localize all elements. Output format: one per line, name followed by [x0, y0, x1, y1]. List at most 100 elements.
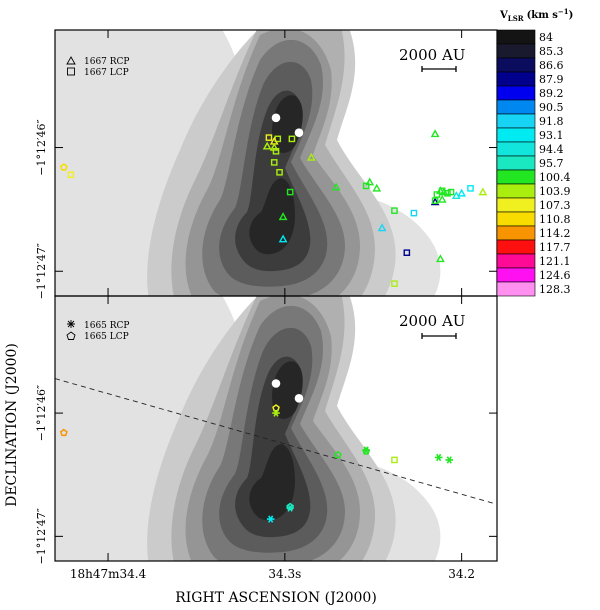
colorbar-swatch-3	[496, 57, 536, 73]
maser-spot-bottom-11	[286, 504, 294, 512]
colorbar-label-11: 100.4	[539, 171, 571, 184]
maser-spot-top-6	[272, 147, 280, 155]
colorbar-label-7: 91.8	[539, 115, 564, 128]
continuum-peak-bottom-1	[271, 379, 281, 388]
legend-lcp-square-icon	[67, 67, 75, 76]
maser-spot-top-29	[433, 191, 441, 198]
maser-spot-top-20	[391, 207, 398, 214]
colorbar-swatch-14	[496, 211, 536, 227]
colorbar-swatch-19	[496, 281, 536, 297]
maser-spot-bottom-3	[59, 428, 68, 437]
maser-spot-top-12	[278, 212, 288, 221]
maser-spot-top-2	[286, 188, 294, 196]
maser-spot-top-8	[276, 168, 283, 176]
maser-spot-top-15	[67, 171, 75, 179]
maser-spot-bottom-2	[272, 409, 280, 417]
colorbar-label-19: 128.3	[539, 283, 571, 296]
colorbar-label-13: 107.3	[539, 199, 571, 212]
colorbar-label-16: 117.7	[539, 241, 571, 254]
colorbar-label-4: 87.9	[539, 73, 564, 86]
bottom-scale-label: 2000 AU	[399, 312, 465, 330]
maser-spot-top-7	[270, 159, 278, 166]
y-tick-label-bottom-1: −1°12′46″	[35, 385, 48, 441]
colorbar-label-15: 114.2	[539, 227, 571, 240]
colorbar-swatch-17	[496, 253, 536, 269]
colorbar-swatch-15	[496, 225, 536, 241]
maser-spot-bottom-6	[362, 446, 370, 454]
colorbar-swatch-5	[496, 85, 536, 101]
colorbar-swatch-9	[496, 141, 536, 157]
maser-spot-top-23	[403, 249, 411, 256]
colorbar-swatch-12	[496, 183, 536, 199]
top-scale-bar: 2000 AU	[399, 46, 465, 72]
maser-spot-top-24	[391, 280, 398, 287]
colorbar-label-17: 121.1	[539, 255, 571, 268]
colorbar-swatch-13	[496, 197, 536, 213]
colorbar-swatch-2	[496, 43, 536, 59]
maser-spot-top-11	[262, 141, 272, 150]
legend-1667-rcp-label: 1667 RCP	[84, 57, 129, 67]
dashed-outflow-line	[55, 378, 497, 505]
legend-lcp-pentagon-icon	[66, 331, 76, 340]
maser-spot-top-35	[436, 186, 445, 195]
maser-spot-bottom-9	[445, 456, 454, 464]
colorbar-swatch-11	[496, 169, 536, 185]
maser-spot-top-30	[437, 194, 447, 203]
maser-spot-bottom-1	[272, 404, 280, 412]
colorbar-title: VLSR (km s−1)	[499, 7, 573, 23]
colorbar-swatch-16	[496, 239, 536, 255]
y-tick-label-bottom-2: −1°12′47″	[35, 508, 48, 564]
continuum-peak-top-2	[294, 128, 304, 137]
maser-spot-bottom-7	[391, 456, 398, 464]
bottom-panel-frame	[54, 295, 498, 562]
colorbar-swatch-4	[496, 71, 536, 87]
colorbar-label-3: 86.6	[539, 59, 564, 72]
maser-spot-top-10	[265, 134, 273, 141]
bottom-legend: 1665 RCP 1665 LCP	[66, 320, 129, 342]
maser-spot-top-39	[478, 187, 488, 196]
maser-spot-top-22	[377, 223, 387, 232]
maser-spot-top-19	[372, 183, 382, 192]
x-tick-label-3: 34.2	[448, 567, 475, 581]
maser-spot-top-16	[331, 182, 341, 191]
colorbar-swatch-7	[496, 113, 536, 129]
legend-rcp-triangle-icon	[66, 56, 76, 65]
legend-rcp-star-icon	[67, 320, 75, 328]
continuum-peak-top-1	[271, 113, 281, 123]
maser-spot-top-14	[59, 163, 68, 171]
maser-spot-top-38	[467, 185, 474, 192]
colorbar-swatch-18	[496, 267, 536, 283]
colorbar-label-6: 90.5	[539, 101, 564, 114]
maser-spot-bottom-12	[266, 515, 275, 523]
colorbar-label-18: 124.6	[539, 269, 571, 282]
x-axis-title: RIGHT ASCENSION (J2000)	[175, 590, 377, 606]
legend-1665-rcp-label: 1665 RCP	[84, 321, 129, 331]
colorbar-label-1: 84	[539, 31, 553, 44]
colorbar-label-12: 103.9	[539, 185, 571, 198]
maser-spot-top-37	[457, 188, 467, 197]
maser-spot-top-17	[362, 182, 370, 190]
maser-spot-top-26	[436, 254, 445, 263]
x-tick-label-1: 18h47m34.4	[70, 567, 147, 581]
maser-spot-top-9	[288, 135, 296, 143]
colorbar-label-10: 95.7	[539, 157, 564, 170]
colorbar-label-9: 94.4	[539, 143, 564, 156]
maser-spot-top-34	[447, 188, 455, 196]
colorbar-swatch-6	[496, 99, 536, 115]
colorbar-swatch-10	[496, 155, 536, 171]
colorbar-label-5: 89.2	[539, 87, 564, 100]
maser-spot-top-1	[306, 152, 316, 161]
maser-spot-bottom-4	[333, 450, 342, 459]
x-tick-label-2: 34.3s	[268, 567, 301, 581]
maser-spot-bottom-8	[434, 453, 443, 462]
continuum-peak-bottom-2	[294, 394, 304, 403]
y-axis-title: DECLINATION (J2000)	[4, 343, 20, 507]
colorbar-label-8: 93.1	[539, 129, 564, 142]
legend-1665-lcp-label: 1665 LCP	[84, 332, 129, 342]
colorbar-swatch-1	[496, 29, 536, 45]
legend-1667-lcp-label: 1667 LCP	[84, 68, 129, 78]
top-legend: 1667 RCP 1667 LCP	[66, 56, 129, 78]
maser-spot-top-27	[430, 129, 440, 138]
maser-spot-top-18	[365, 177, 375, 186]
y-tick-label-top-1: −1°12′46″	[35, 119, 48, 175]
